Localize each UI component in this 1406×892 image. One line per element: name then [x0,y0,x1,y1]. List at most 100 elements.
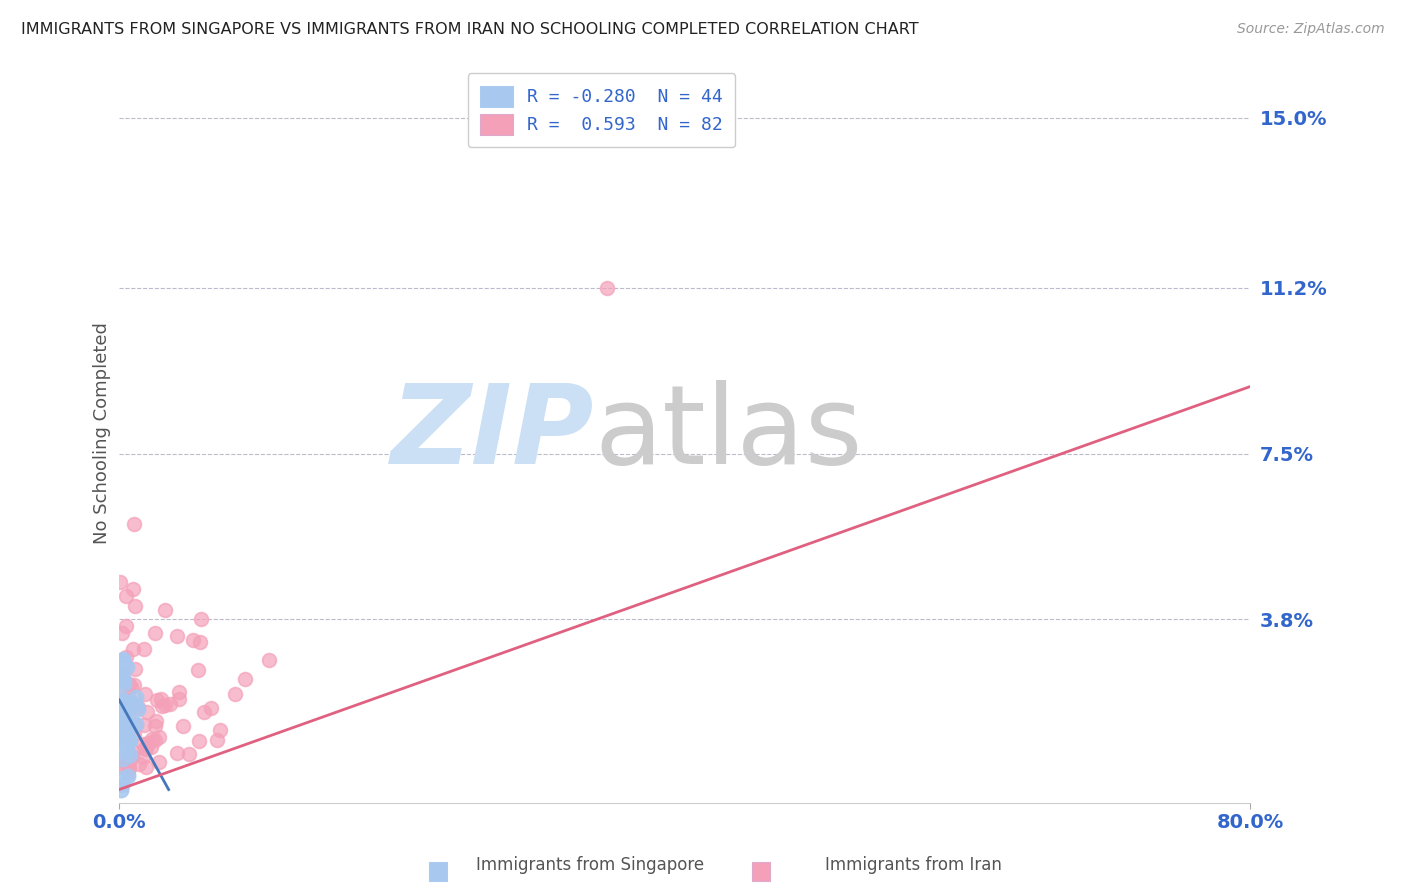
Point [115,721,138,735]
Point [115,725,138,739]
Point [117,702,139,716]
Point [111,626,134,640]
Text: Source: ZipAtlas.com: Source: ZipAtlas.com [1237,22,1385,37]
Point [146,693,169,707]
Point [112,772,135,786]
Point [135,760,157,774]
Point [114,731,136,745]
Point [125,718,148,732]
Y-axis label: No Schooling Completed: No Schooling Completed [93,323,111,544]
Point [117,660,139,674]
Point [118,748,141,763]
Point [114,700,136,714]
Point [110,714,132,729]
Point [110,706,132,720]
Point [190,612,212,626]
Text: IMMIGRANTS FROM SINGAPORE VS IMMIGRANTS FROM IRAN NO SCHOOLING COMPLETED CORRELA: IMMIGRANTS FROM SINGAPORE VS IMMIGRANTS … [21,22,918,37]
Point [118,677,141,691]
Point [141,731,163,746]
Point [120,716,142,731]
Point [205,732,228,747]
Point [153,698,176,713]
Point [136,736,159,750]
Legend: R = -0.280  N = 44, R =  0.593  N = 82: R = -0.280 N = 44, R = 0.593 N = 82 [468,73,735,147]
Point [120,733,142,747]
Point [143,719,166,733]
Point [110,722,132,736]
Point [134,740,156,755]
Point [193,705,215,719]
Point [112,677,135,691]
Point [200,701,222,715]
Point [166,746,188,760]
Point [124,678,146,692]
Point [233,672,256,686]
Point [143,733,166,747]
Point [596,281,619,295]
Point [224,687,246,701]
Point [118,756,141,770]
Point [111,651,134,665]
Point [121,748,143,763]
Point [114,707,136,722]
Point [110,673,132,687]
Point [108,743,131,757]
Point [110,669,132,683]
Point [132,737,155,751]
Point [143,625,166,640]
Point [139,740,162,755]
Point [112,660,135,674]
Point [125,717,148,731]
Point [114,735,136,749]
Point [115,744,138,758]
Point [121,582,143,596]
Point [209,723,232,737]
Point [127,699,149,714]
Point [132,641,155,656]
Point [122,516,145,531]
Point [108,759,131,773]
Text: ZIP: ZIP [391,380,595,487]
Point [117,769,139,783]
Point [127,702,149,716]
Point [167,685,190,699]
Text: atlas: atlas [595,380,863,487]
Point [124,599,146,613]
Point [117,756,139,771]
Point [115,721,138,735]
Point [149,692,172,706]
Point [112,696,135,710]
Point [112,754,135,768]
Point [166,629,188,643]
Point [169,691,191,706]
Point [132,750,155,764]
Point [124,662,146,676]
Point [177,747,200,761]
Point [112,752,135,766]
Point [145,714,167,728]
Point [110,665,132,680]
Point [118,734,141,748]
Point [188,734,211,748]
Point [111,655,134,669]
Point [115,649,138,664]
Point [153,603,176,617]
Point [188,635,211,649]
Point [110,730,132,744]
Point [124,698,146,713]
Text: Immigrants from Singapore: Immigrants from Singapore [477,855,704,873]
Point [118,748,141,763]
Point [118,720,141,734]
Point [118,761,141,775]
Point [108,666,131,681]
Point [121,641,143,656]
Point [112,716,135,731]
Point [117,709,139,723]
Point [187,663,209,677]
Text: Immigrants from Iran: Immigrants from Iran [825,855,1002,873]
Point [115,731,138,745]
Point [128,757,150,772]
Point [117,765,139,780]
Point [134,687,156,701]
Point [150,699,173,714]
